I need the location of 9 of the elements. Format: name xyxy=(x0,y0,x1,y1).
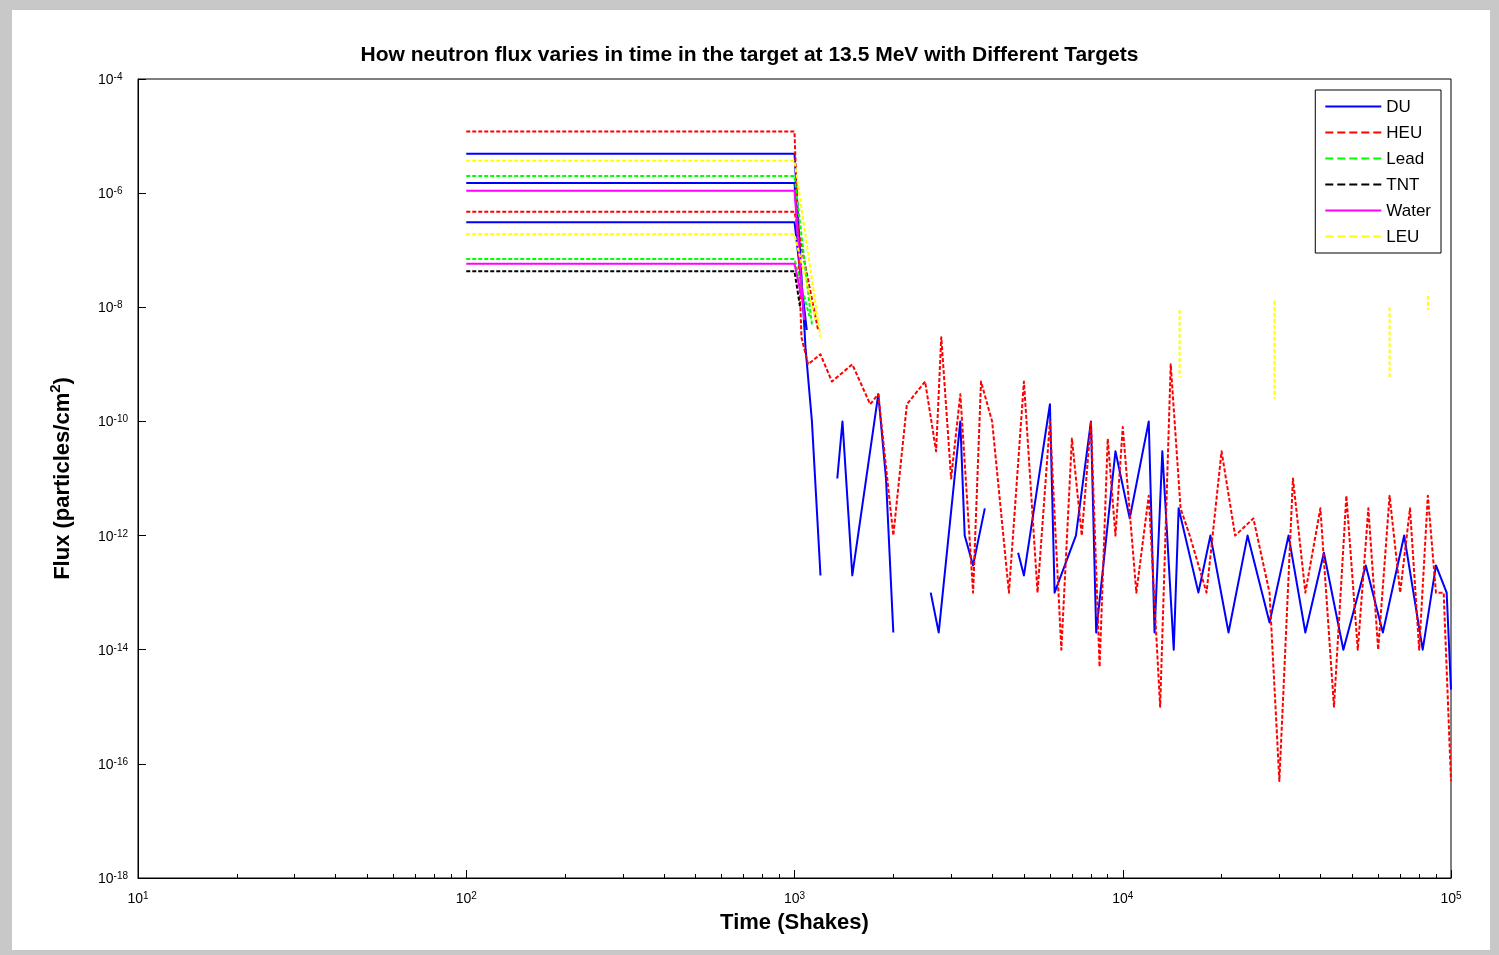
legend-label: HEU xyxy=(1386,123,1423,142)
legend-label: TNT xyxy=(1386,175,1420,194)
chart-title: How neutron flux varies in time in the target at 13.5 MeV with Different Targets xyxy=(360,42,1139,65)
legend-label: DU xyxy=(1386,97,1411,116)
x-axis-title: Time (Shakes) xyxy=(720,908,869,934)
y-axis-title: Flux (particles/cm2) xyxy=(46,377,74,580)
legend-label: Water xyxy=(1386,201,1432,220)
legend-label: LEU xyxy=(1386,227,1420,246)
legend-label: Lead xyxy=(1386,149,1425,168)
